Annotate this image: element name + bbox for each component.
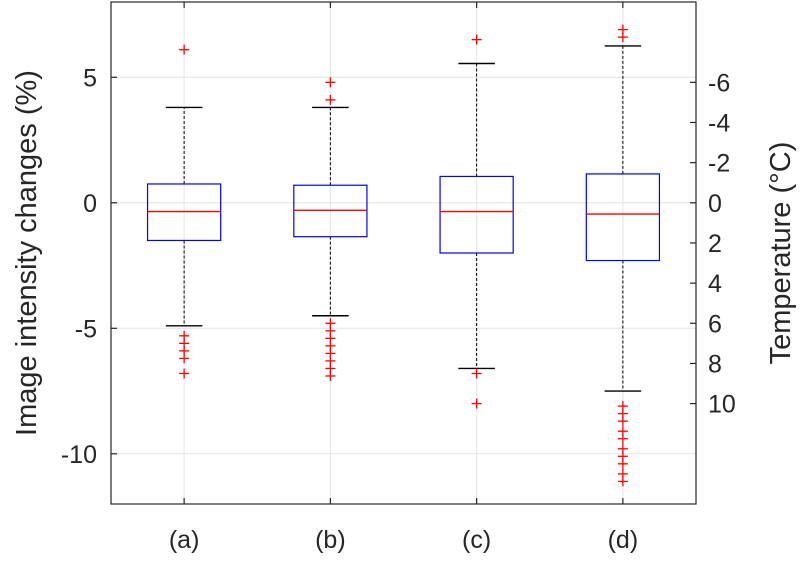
y2-tick-label: -2 bbox=[708, 150, 730, 178]
outlier-marker bbox=[179, 353, 190, 364]
outlier-marker bbox=[617, 433, 628, 444]
y-axis-label: Image intensity changes (%) bbox=[11, 70, 43, 436]
y2-tick-label: -6 bbox=[708, 69, 730, 97]
y-tick-label: 5 bbox=[83, 64, 97, 92]
outlier-marker bbox=[471, 368, 482, 379]
outlier-marker bbox=[471, 398, 482, 409]
outlier-marker bbox=[617, 24, 628, 35]
box-2 bbox=[439, 34, 514, 409]
grid-lines bbox=[111, 2, 696, 504]
outlier-marker bbox=[471, 34, 482, 45]
box-series bbox=[146, 24, 661, 487]
x-tick-label: (c) bbox=[462, 526, 491, 554]
plot-area-frame bbox=[110, 1, 697, 505]
y2-tick-label: 6 bbox=[708, 310, 722, 338]
y2-tick-label: -4 bbox=[708, 109, 730, 137]
x-tick-label: (b) bbox=[315, 526, 346, 554]
y-tick-label: 0 bbox=[83, 190, 97, 218]
outlier-marker bbox=[179, 44, 190, 55]
box-1 bbox=[293, 77, 368, 381]
outlier-marker bbox=[617, 476, 628, 487]
outlier-marker bbox=[325, 370, 336, 381]
y-tick-label: -5 bbox=[75, 315, 97, 343]
outlier-marker bbox=[325, 77, 336, 88]
y2-tick-label: 10 bbox=[708, 391, 736, 419]
box-iqr bbox=[585, 173, 661, 262]
y2-tick-label: 0 bbox=[708, 190, 722, 218]
box-iqr bbox=[439, 175, 514, 254]
x-tick-label: (d) bbox=[608, 526, 639, 554]
outlier-marker bbox=[617, 458, 628, 469]
y2-axis-label: Temperature (°C) bbox=[765, 142, 797, 365]
y-tick-label: -10 bbox=[61, 441, 97, 469]
y2-tick-label: 4 bbox=[708, 270, 722, 298]
y2-tick-label: 8 bbox=[708, 350, 722, 378]
axis-ticks: 5 0 -5 -10 -6 -4 -2 0 2 4 6 8 10 (a) (b) (c) (d) bbox=[61, 2, 736, 554]
outlier-marker bbox=[179, 368, 190, 379]
outlier-marker bbox=[325, 94, 336, 105]
x-tick-label: (a) bbox=[169, 526, 200, 554]
y2-tick-label: 2 bbox=[708, 230, 722, 258]
outlier-marker bbox=[617, 416, 628, 427]
box-0 bbox=[146, 44, 222, 379]
box-3 bbox=[585, 24, 661, 487]
